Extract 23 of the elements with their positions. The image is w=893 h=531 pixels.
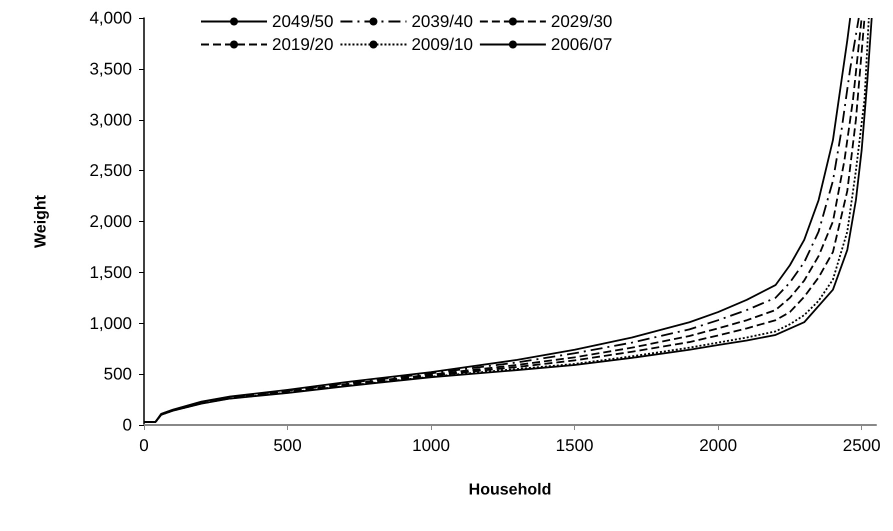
x-tick-label: 500 xyxy=(273,436,302,455)
y-tick-label: 3,500 xyxy=(89,59,132,78)
y-axis-title: Weight xyxy=(32,194,50,248)
x-tick-label: 0 xyxy=(139,436,149,455)
y-tick-label: 2,000 xyxy=(89,212,132,231)
legend-label: 2006/07 xyxy=(550,35,612,54)
x-tick-label: 1500 xyxy=(556,436,594,455)
y-tick-label: 1,500 xyxy=(89,262,132,282)
legend-label: 2009/10 xyxy=(411,35,473,54)
y-tick-label: 500 xyxy=(104,364,132,384)
x-tick-label: 1000 xyxy=(412,436,450,455)
y-tick-label: 1,000 xyxy=(89,314,132,333)
legend-label: 2039/40 xyxy=(411,12,473,31)
x-axis-title: Household xyxy=(468,482,552,498)
x-tick-label: 2500 xyxy=(842,436,881,455)
y-tick-label: 3,000 xyxy=(89,110,132,130)
y-tick-label: 2,500 xyxy=(89,161,132,180)
legend-label: 2049/50 xyxy=(272,12,334,31)
y-tick-label: 0 xyxy=(122,416,132,434)
legend-label: 2029/30 xyxy=(550,12,612,31)
x-tick-label: 2000 xyxy=(699,436,738,455)
legend-label: 2019/20 xyxy=(272,35,334,54)
y-tick-label: 4,000 xyxy=(89,8,132,28)
